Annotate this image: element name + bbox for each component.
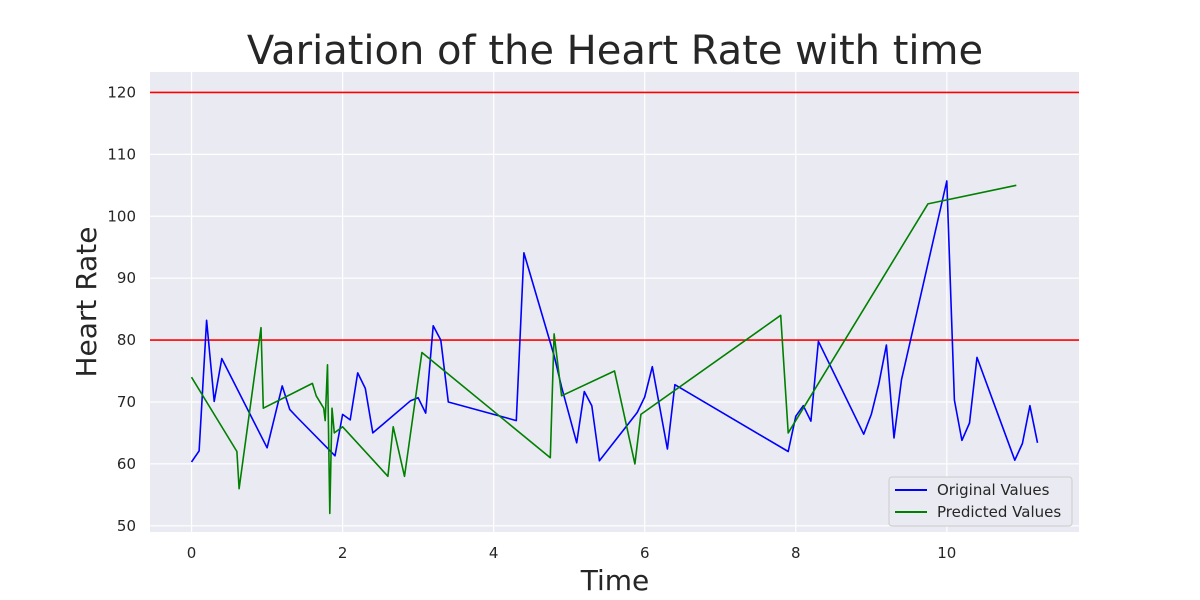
- y-tick-label: 120: [107, 83, 136, 101]
- y-tick-label: 110: [107, 145, 136, 163]
- legend-box: [888, 476, 1073, 527]
- y-tick-label: 80: [117, 331, 136, 349]
- x-tick-label: 0: [187, 544, 197, 562]
- y-tick-label: 100: [107, 207, 136, 225]
- x-axis-ticks: 0 2 4 6 8 10: [187, 544, 957, 562]
- x-tick-label: 10: [937, 544, 956, 562]
- legend: Original Values Predicted Values: [888, 476, 1073, 527]
- plot-area: [150, 72, 1079, 532]
- legend-label-predicted: Predicted Values: [937, 503, 1061, 521]
- legend-label-original: Original Values: [937, 481, 1050, 499]
- series-lines: [190, 180, 1039, 515]
- y-axis-ticks: 50 60 70 80 90 100 110 120: [107, 83, 136, 534]
- y-tick-label: 50: [117, 517, 136, 535]
- x-tick-label: 4: [489, 544, 499, 562]
- chart-title: Variation of the Heart Rate with time: [247, 28, 983, 74]
- y-axis-label: Heart Rate: [70, 226, 103, 377]
- series-line-predicted: [190, 184, 1017, 515]
- y-tick-label: 90: [117, 269, 136, 287]
- x-tick-label: 8: [791, 544, 801, 562]
- reference-lines: [150, 91, 1079, 341]
- x-tick-label: 6: [640, 544, 650, 562]
- y-tick-label: 60: [117, 455, 136, 473]
- x-tick-label: 2: [338, 544, 348, 562]
- x-axis-label: Time: [580, 564, 650, 597]
- y-tick-label: 70: [117, 393, 136, 411]
